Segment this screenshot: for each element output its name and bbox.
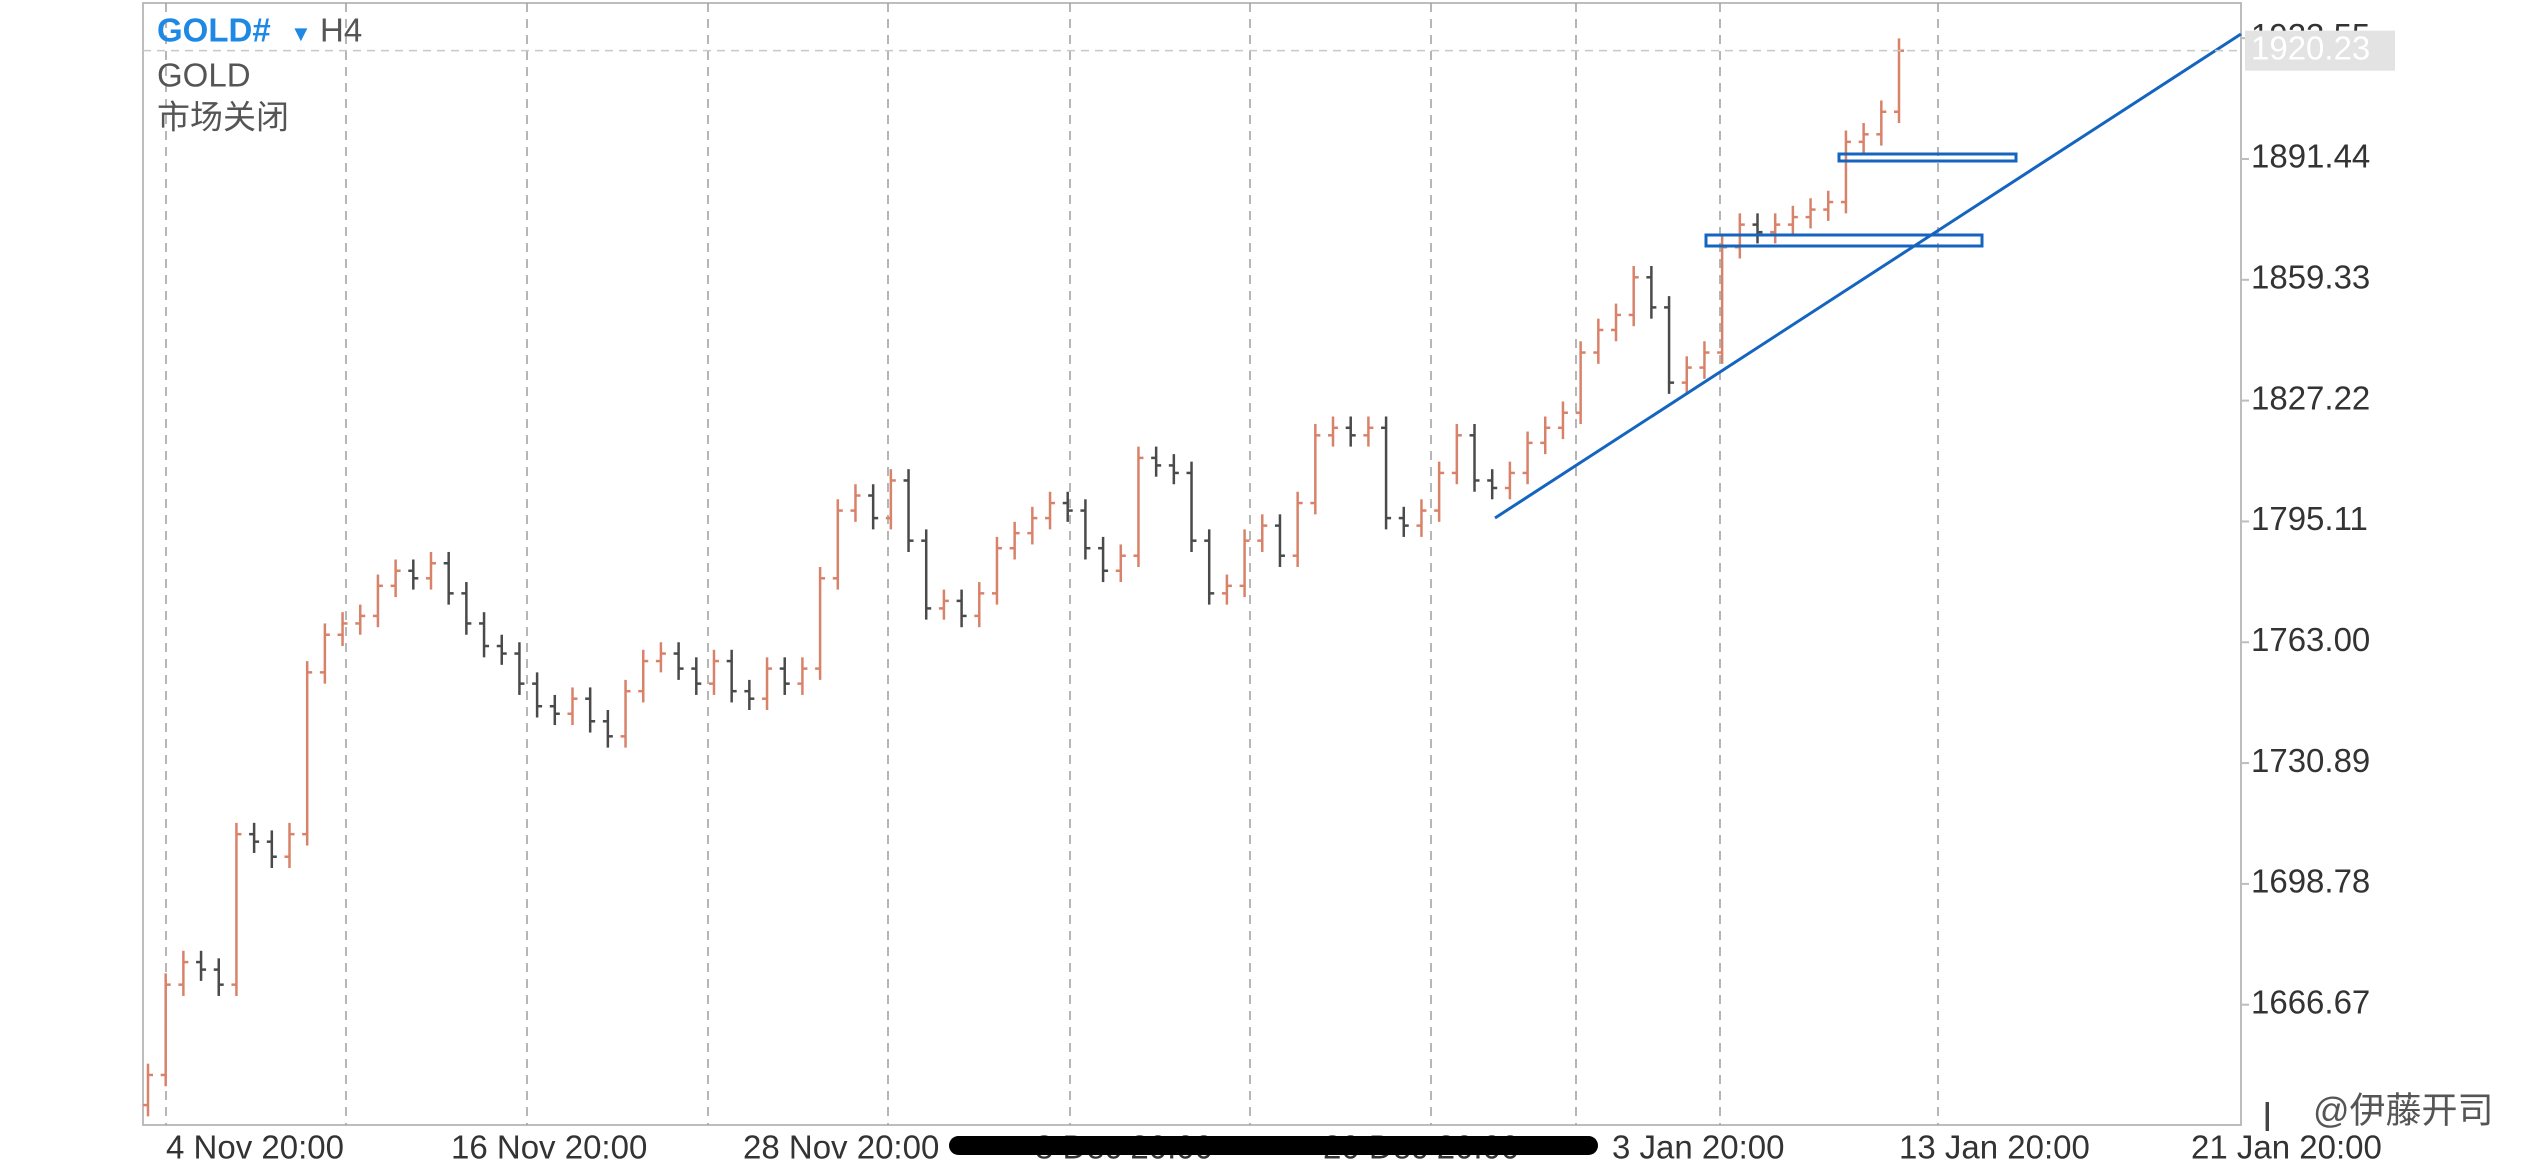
trend-line bbox=[1494, 32, 2242, 520]
price-axis: 1923.551891.441859.331827.221795.111763.… bbox=[143, 17, 2395, 1020]
y-tick-label: 1891.44 bbox=[2251, 138, 2370, 175]
plot-frame bbox=[142, 2, 2242, 1126]
current-price-label: 1920.23 bbox=[2251, 29, 2370, 66]
vertical-grid bbox=[165, 3, 1939, 1125]
x-tick-label: 13 Jan 20:00 bbox=[1899, 1129, 2090, 1166]
y-tick-label: 1763.00 bbox=[2251, 621, 2370, 658]
drawn-rectangle bbox=[1704, 233, 1984, 248]
y-tick-label: 1795.11 bbox=[2251, 500, 2368, 537]
y-tick-label: 1859.33 bbox=[2251, 259, 2370, 296]
y-tick-label: 1730.89 bbox=[2251, 742, 2370, 779]
watermark: @伊藤开司 bbox=[2313, 1090, 2494, 1131]
symbol[interactable]: GOLD# bbox=[157, 12, 271, 49]
market-status: 市场关闭 bbox=[157, 99, 289, 136]
price-bars bbox=[143, 38, 1904, 1117]
y-tick-label: 1827.22 bbox=[2251, 379, 2370, 416]
x-tick-label: 4 Nov 20:00 bbox=[166, 1129, 344, 1166]
drawn-rectangle bbox=[1837, 152, 2018, 163]
x-tick-label: 21 Jan 20:00 bbox=[2191, 1129, 2382, 1166]
x-tick-label: 3 Jan 20:00 bbox=[1612, 1129, 1784, 1166]
y-tick-label: 1698.78 bbox=[2251, 863, 2370, 900]
home-indicator bbox=[949, 1136, 1598, 1155]
current-price-box bbox=[2245, 30, 2395, 71]
x-tick-label: 16 Nov 20:00 bbox=[451, 1129, 647, 1166]
x-tick-label: 28 Nov 20:00 bbox=[743, 1129, 939, 1166]
watermark-icon: ꞁ bbox=[2262, 1090, 2273, 1132]
y-tick-label: 1666.67 bbox=[2251, 983, 2370, 1020]
symbol-description: GOLD bbox=[157, 57, 251, 94]
symbol-dropdown-arrow[interactable]: ▼ bbox=[290, 21, 312, 46]
timeframe[interactable]: H4 bbox=[320, 12, 362, 49]
